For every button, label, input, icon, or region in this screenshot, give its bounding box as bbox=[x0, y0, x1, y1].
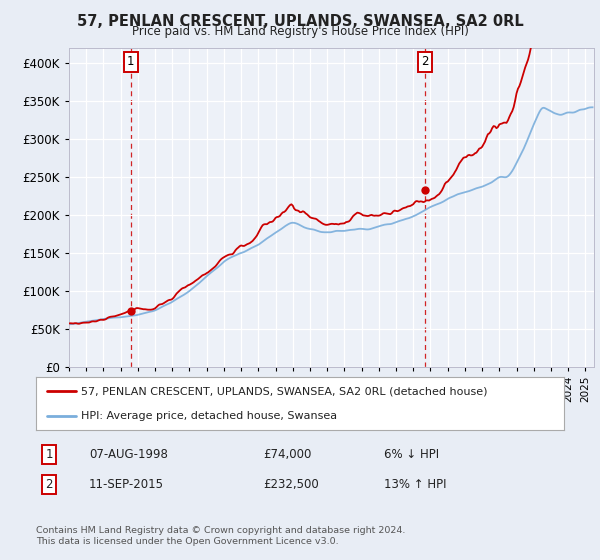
Text: HPI: Average price, detached house, Swansea: HPI: Average price, detached house, Swan… bbox=[81, 410, 337, 421]
Text: Price paid vs. HM Land Registry's House Price Index (HPI): Price paid vs. HM Land Registry's House … bbox=[131, 25, 469, 38]
Text: 07-AUG-1998: 07-AUG-1998 bbox=[89, 448, 167, 461]
Text: 57, PENLAN CRESCENT, UPLANDS, SWANSEA, SA2 0RL: 57, PENLAN CRESCENT, UPLANDS, SWANSEA, S… bbox=[77, 14, 523, 29]
Text: 13% ↑ HPI: 13% ↑ HPI bbox=[385, 478, 447, 491]
Text: 57, PENLAN CRESCENT, UPLANDS, SWANSEA, SA2 0RL (detached house): 57, PENLAN CRESCENT, UPLANDS, SWANSEA, S… bbox=[81, 386, 487, 396]
Text: 2: 2 bbox=[46, 478, 53, 491]
Text: £74,000: £74,000 bbox=[263, 448, 311, 461]
Text: 6% ↓ HPI: 6% ↓ HPI bbox=[385, 448, 440, 461]
Text: 2: 2 bbox=[422, 55, 429, 68]
Text: 11-SEP-2015: 11-SEP-2015 bbox=[89, 478, 164, 491]
Text: 1: 1 bbox=[46, 448, 53, 461]
Text: £232,500: £232,500 bbox=[263, 478, 319, 491]
Text: 1: 1 bbox=[127, 55, 134, 68]
Text: Contains HM Land Registry data © Crown copyright and database right 2024.
This d: Contains HM Land Registry data © Crown c… bbox=[36, 526, 406, 546]
